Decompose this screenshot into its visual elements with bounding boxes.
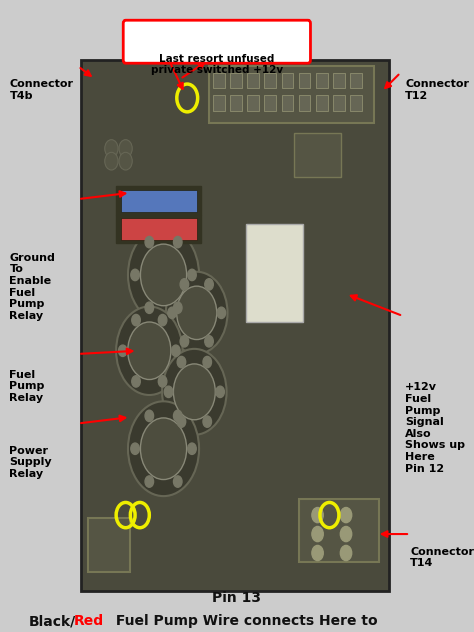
- Bar: [264, 73, 276, 88]
- Circle shape: [180, 279, 189, 290]
- Bar: [116, 186, 201, 215]
- Circle shape: [217, 307, 226, 319]
- Text: Last resort unfused
private switched +12v: Last resort unfused private switched +12…: [151, 54, 283, 75]
- Circle shape: [158, 315, 167, 326]
- Circle shape: [145, 236, 154, 248]
- Circle shape: [312, 507, 323, 523]
- Circle shape: [140, 418, 187, 480]
- Bar: [209, 66, 374, 123]
- Circle shape: [173, 410, 182, 422]
- Circle shape: [203, 356, 211, 368]
- Circle shape: [188, 443, 196, 454]
- Circle shape: [162, 349, 227, 435]
- Circle shape: [140, 244, 187, 306]
- Bar: [333, 73, 345, 88]
- Bar: [116, 215, 201, 243]
- Bar: [299, 499, 379, 562]
- Circle shape: [166, 272, 228, 354]
- Bar: [88, 518, 130, 572]
- Bar: [246, 224, 303, 322]
- Bar: [316, 73, 328, 88]
- Circle shape: [173, 364, 215, 420]
- Bar: [282, 73, 293, 88]
- Circle shape: [105, 152, 118, 170]
- Text: Red: Red: [73, 614, 104, 628]
- Circle shape: [128, 401, 199, 496]
- Circle shape: [340, 545, 352, 561]
- Text: +12v
Fuel
Pump
Signal
Also
Shows up
Here
Pin 12: +12v Fuel Pump Signal Also Shows up Here…: [405, 382, 465, 473]
- Bar: [299, 95, 310, 111]
- Circle shape: [340, 526, 352, 542]
- Circle shape: [131, 443, 139, 454]
- Text: Connector
T4b: Connector T4b: [9, 79, 73, 100]
- Circle shape: [145, 302, 154, 313]
- Circle shape: [177, 356, 186, 368]
- Circle shape: [205, 279, 213, 290]
- Circle shape: [131, 269, 139, 281]
- Bar: [282, 95, 293, 111]
- Circle shape: [105, 140, 118, 157]
- Bar: [350, 73, 362, 88]
- Text: Connector
T14: Connector T14: [410, 547, 474, 568]
- Text: Connector
T12: Connector T12: [405, 79, 469, 100]
- Circle shape: [205, 336, 213, 347]
- Bar: [213, 73, 225, 88]
- Text: Black/: Black/: [28, 614, 76, 628]
- Circle shape: [340, 507, 352, 523]
- Circle shape: [145, 410, 154, 422]
- Circle shape: [145, 476, 154, 487]
- Circle shape: [203, 416, 211, 427]
- Bar: [213, 95, 225, 111]
- Text: Ground
To
Enable
Fuel
Pump
Relay: Ground To Enable Fuel Pump Relay: [9, 253, 55, 321]
- Circle shape: [173, 476, 182, 487]
- Bar: [299, 73, 310, 88]
- Bar: [316, 95, 328, 111]
- Text: Power
Supply
Relay: Power Supply Relay: [9, 446, 52, 479]
- Circle shape: [177, 286, 217, 339]
- Circle shape: [177, 416, 186, 427]
- Bar: [264, 95, 276, 111]
- Circle shape: [180, 336, 189, 347]
- Circle shape: [158, 375, 167, 387]
- Bar: [247, 95, 259, 111]
- Bar: [230, 73, 242, 88]
- Circle shape: [173, 236, 182, 248]
- Circle shape: [128, 228, 199, 322]
- Bar: [247, 73, 259, 88]
- Text: Fuel Pump Wire connects Here to: Fuel Pump Wire connects Here to: [111, 614, 378, 628]
- Bar: [294, 133, 341, 177]
- Circle shape: [119, 152, 132, 170]
- Circle shape: [118, 345, 127, 356]
- Circle shape: [173, 302, 182, 313]
- Bar: [121, 190, 197, 212]
- Circle shape: [168, 307, 176, 319]
- Text: Pin 13: Pin 13: [212, 591, 262, 605]
- Circle shape: [128, 322, 171, 379]
- FancyBboxPatch shape: [123, 20, 310, 63]
- Bar: [230, 95, 242, 111]
- Text: Fuel
Pump
Relay: Fuel Pump Relay: [9, 370, 45, 403]
- Bar: [333, 95, 345, 111]
- Circle shape: [312, 526, 323, 542]
- Circle shape: [188, 269, 196, 281]
- Circle shape: [216, 386, 224, 398]
- Bar: [121, 218, 197, 240]
- Circle shape: [132, 375, 140, 387]
- Circle shape: [119, 140, 132, 157]
- Circle shape: [312, 545, 323, 561]
- Circle shape: [116, 307, 182, 395]
- Circle shape: [132, 315, 140, 326]
- Circle shape: [172, 345, 180, 356]
- Bar: [350, 95, 362, 111]
- Circle shape: [164, 386, 173, 398]
- Bar: [81, 60, 389, 591]
